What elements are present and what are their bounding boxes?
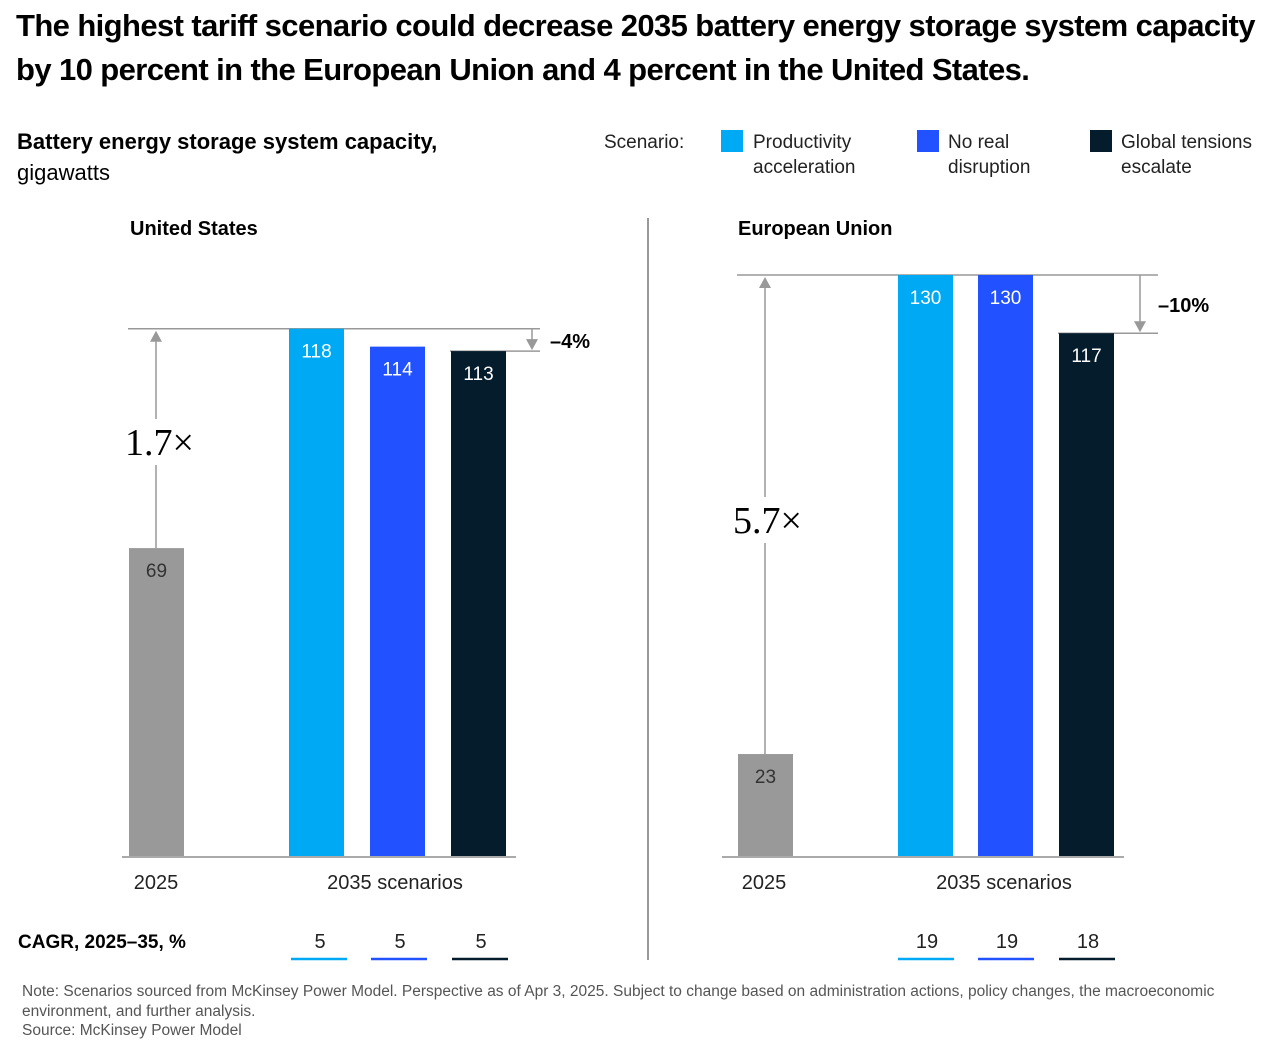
unit-label: gigawatts xyxy=(17,160,110,185)
panel-title-eu: European Union xyxy=(738,218,892,240)
cagr-value: 5 xyxy=(314,931,325,953)
source-text: Source: McKinsey Power Model xyxy=(22,1022,242,1039)
bar-1 xyxy=(289,328,344,857)
measure-label: Battery energy storage system capacity, xyxy=(17,129,438,154)
growth-label-bg xyxy=(745,497,825,543)
legend-swatch xyxy=(917,130,939,152)
legend-label: No real xyxy=(948,132,1010,153)
bar-value-label: 113 xyxy=(463,364,493,385)
bar-value-label: 118 xyxy=(301,342,331,363)
legend-label: Global tensions xyxy=(1121,132,1252,153)
percent-change-label: –4% xyxy=(550,331,590,353)
footnote: Note: Scenarios sourced from McKinsey Po… xyxy=(22,982,1252,1041)
bar-value-label: 117 xyxy=(1071,346,1101,367)
legend-label: disruption xyxy=(948,157,1031,178)
legend-label: escalate xyxy=(1121,157,1192,178)
change-arrow-head-icon xyxy=(1134,321,1146,333)
bar-3 xyxy=(1059,333,1114,857)
bar-value-label: 130 xyxy=(910,288,942,309)
x-axis-label: 2025 xyxy=(134,872,179,894)
chart-title: The highest tariff scenario could decrea… xyxy=(16,8,1255,87)
change-arrow-head-icon xyxy=(526,339,538,351)
panel-title-us: United States xyxy=(130,218,258,240)
bar-0 xyxy=(129,548,184,857)
cagr-value: 5 xyxy=(475,931,486,953)
bar-value-label: 114 xyxy=(382,360,413,381)
cagr-value: 19 xyxy=(996,931,1018,953)
bar-2 xyxy=(370,346,425,857)
growth-arrow-head-icon xyxy=(759,277,771,288)
legend-label: acceleration xyxy=(753,157,856,178)
bar-2 xyxy=(978,275,1033,857)
percent-change-label: –10% xyxy=(1158,295,1209,317)
cagr-value: 18 xyxy=(1077,931,1099,953)
growth-label-bg xyxy=(136,419,216,465)
cagr-value: 19 xyxy=(916,931,938,953)
growth-multiplier-label: 5.7× xyxy=(733,500,802,542)
legend-label: Productivity xyxy=(753,132,852,153)
cagr-label: CAGR, 2025–35, % xyxy=(18,932,186,953)
legend-swatch xyxy=(721,130,743,152)
chart-subtitle: Battery energy storage system capacity, … xyxy=(17,126,437,188)
note-text: Note: Scenarios sourced from McKinsey Po… xyxy=(22,983,1215,1020)
bar-0 xyxy=(738,754,793,857)
cagr-value: 5 xyxy=(394,931,405,953)
growth-multiplier-label: 1.7× xyxy=(125,422,194,464)
growth-arrow-head-icon xyxy=(150,330,162,342)
legend-title: Scenario: xyxy=(604,132,685,153)
x-axis-label: 2035 scenarios xyxy=(936,872,1072,894)
bar-value-label: 23 xyxy=(755,767,776,788)
bar-value-label: 69 xyxy=(146,561,167,582)
x-axis-label: 2035 scenarios xyxy=(327,872,463,894)
bar-1 xyxy=(898,275,953,857)
x-axis-label: 2025 xyxy=(742,872,787,894)
legend-swatch xyxy=(1090,130,1112,152)
bar-3 xyxy=(451,351,506,857)
bar-value-label: 130 xyxy=(990,288,1022,309)
